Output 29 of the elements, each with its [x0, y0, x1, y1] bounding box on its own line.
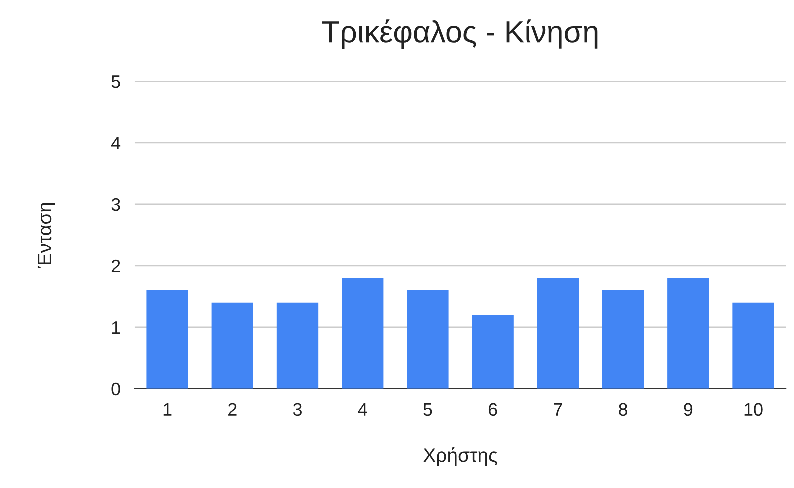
- y-tick-label: 2: [112, 260, 120, 272]
- bar: [537, 278, 580, 389]
- bar: [276, 302, 319, 389]
- bar: [602, 290, 644, 389]
- y-tick-label: 1: [112, 322, 120, 334]
- bar: [342, 278, 384, 389]
- chart-title: Τρικέφαλος - Κίνηση: [322, 20, 598, 49]
- x-tick-label: 7: [554, 403, 562, 416]
- x-tick-label: 1: [164, 403, 172, 416]
- bar: [668, 278, 710, 389]
- x-tick-label: 5: [424, 403, 432, 416]
- y-tick-label: 4: [111, 137, 121, 150]
- x-tick-label: 4: [358, 403, 368, 416]
- x-tick-label: 9: [684, 403, 693, 416]
- bar: [212, 302, 254, 389]
- y-axis-title: Ένταση: [38, 203, 56, 269]
- y-tick-label: 5: [112, 76, 120, 88]
- bar: [472, 315, 514, 389]
- bar: [146, 290, 188, 389]
- y-tick-label: 0: [112, 382, 120, 396]
- x-axis-title: Χρήστης: [424, 447, 498, 466]
- bar: [732, 302, 774, 389]
- x-tick-label: 3: [293, 403, 302, 416]
- y-tick-label: 3: [112, 198, 120, 212]
- x-tick-label: 6: [488, 403, 498, 416]
- bar: [407, 290, 449, 389]
- x-tick-label: 10: [744, 403, 763, 416]
- x-tick-label: 2: [228, 403, 237, 416]
- x-tick-label: 8: [619, 403, 628, 416]
